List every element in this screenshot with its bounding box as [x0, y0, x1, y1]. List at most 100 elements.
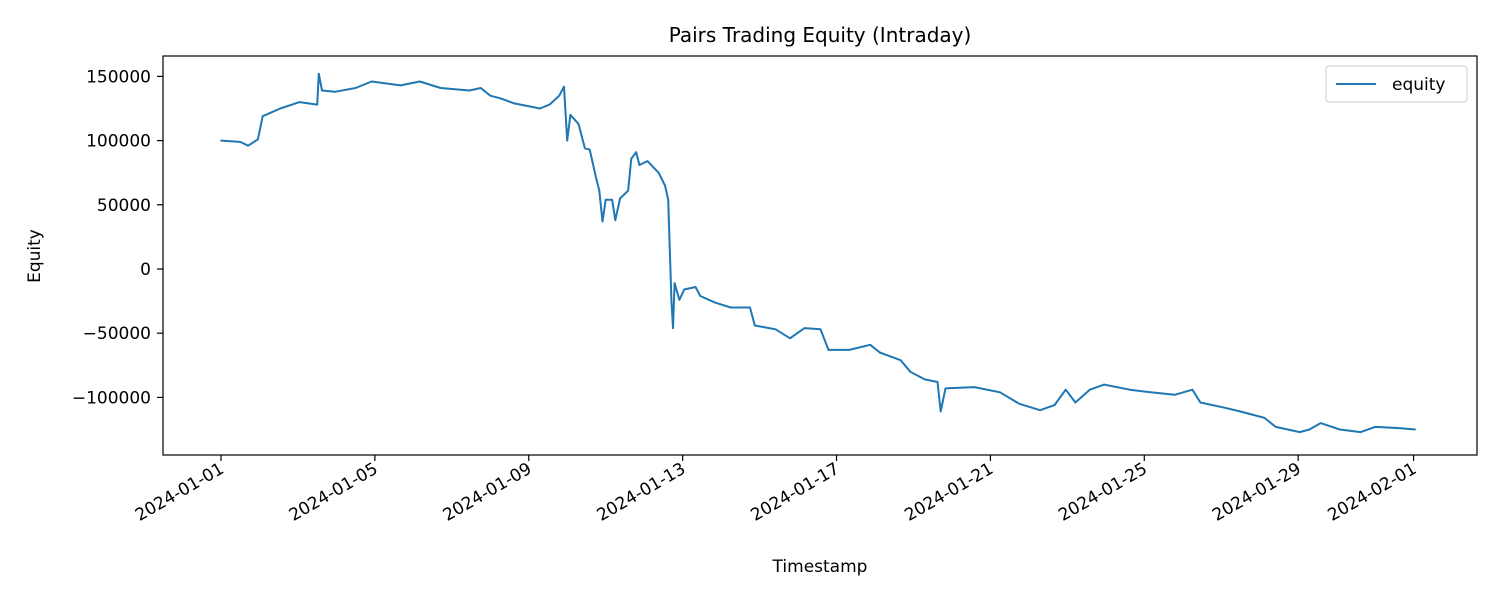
data-point — [584, 147, 586, 150]
y-axis-ticks: 150000 100000 50000 0 −50000 −100000 — [72, 67, 163, 408]
data-point — [1223, 406, 1226, 409]
data-point — [468, 89, 471, 92]
data-point — [1074, 401, 1077, 404]
data-point — [611, 198, 613, 201]
data-point — [220, 139, 222, 142]
legend-box — [1325, 65, 1468, 103]
data-point — [569, 114, 572, 116]
data-point — [1173, 394, 1176, 396]
data-point — [1359, 431, 1362, 433]
data-point — [1263, 417, 1266, 419]
data-point — [630, 157, 633, 160]
data-point — [827, 349, 830, 351]
data-point — [635, 151, 637, 153]
legend-label-equity: equity — [1392, 75, 1445, 95]
data-point — [944, 387, 947, 390]
y-tick-label: 0 — [140, 260, 151, 280]
y-tick-label: 100000 — [86, 132, 151, 152]
data-point — [513, 102, 516, 105]
data-point — [848, 349, 851, 351]
data-point — [683, 288, 686, 291]
data-point — [789, 337, 791, 340]
data-point — [1088, 388, 1091, 391]
data-point — [247, 144, 250, 147]
data-point — [317, 73, 320, 75]
data-point — [566, 139, 569, 142]
data-point — [672, 327, 674, 329]
data-point — [1308, 428, 1311, 431]
data-point — [257, 138, 259, 141]
data-point — [1298, 431, 1301, 433]
data-point — [774, 328, 777, 331]
y-tick-label: 50000 — [97, 196, 151, 216]
y-tick-label: −100000 — [72, 388, 151, 408]
data-point — [321, 89, 323, 92]
data-point — [939, 410, 942, 413]
data-point — [479, 87, 482, 89]
data-point — [1399, 427, 1402, 430]
data-point — [973, 386, 976, 388]
data-point — [1414, 428, 1416, 431]
data-point — [673, 282, 676, 284]
data-point — [670, 299, 673, 301]
data-point — [619, 197, 621, 200]
data-point — [678, 299, 681, 301]
data-point — [439, 87, 442, 89]
data-point — [999, 391, 1001, 394]
data-point — [614, 219, 617, 222]
data-point — [713, 301, 716, 304]
data-point — [1064, 388, 1067, 391]
data-point — [399, 84, 402, 87]
data-point — [1239, 410, 1242, 413]
data-point — [261, 115, 264, 118]
data-point — [604, 198, 607, 201]
data-point — [819, 328, 822, 331]
data-point — [316, 103, 318, 106]
data-point — [627, 189, 629, 192]
data-point — [1374, 426, 1376, 428]
data-point — [489, 94, 492, 97]
data-point — [729, 306, 732, 309]
data-point — [539, 107, 541, 110]
legend: equity — [1325, 65, 1468, 103]
data-point — [699, 295, 702, 297]
data-point — [749, 306, 751, 309]
data-point — [878, 351, 881, 354]
data-point — [664, 184, 666, 187]
data-point — [598, 189, 601, 192]
data-point — [869, 343, 871, 346]
data-point — [563, 85, 565, 88]
data-point — [548, 103, 551, 106]
data-point — [279, 107, 282, 110]
data-point — [418, 80, 421, 83]
data-point — [1274, 426, 1277, 428]
data-point — [1039, 409, 1041, 412]
data-point — [354, 87, 357, 89]
data-point — [595, 177, 597, 179]
data-point — [646, 160, 649, 162]
y-tick-label: 150000 — [86, 67, 151, 87]
data-point — [601, 220, 604, 223]
data-point — [1018, 403, 1021, 405]
plot-area — [220, 72, 1416, 434]
data-point — [923, 378, 926, 381]
data-point — [1199, 401, 1202, 404]
data-point — [753, 324, 756, 327]
chart-title: Pairs Trading Equity (Intraday) — [669, 23, 972, 47]
data-point — [334, 91, 336, 93]
data-point — [638, 164, 641, 166]
data-point — [669, 248, 671, 251]
data-point — [1053, 404, 1056, 406]
data-point — [558, 94, 561, 97]
data-point — [1339, 428, 1341, 431]
x-axis-label: Timestamp — [772, 557, 868, 577]
data-point — [899, 359, 902, 361]
data-point — [936, 381, 939, 383]
data-point — [657, 171, 660, 174]
data-point — [1103, 383, 1106, 386]
axes-frame — [162, 55, 1478, 456]
y-axis-label: Equity — [25, 229, 45, 283]
data-point — [577, 123, 580, 125]
